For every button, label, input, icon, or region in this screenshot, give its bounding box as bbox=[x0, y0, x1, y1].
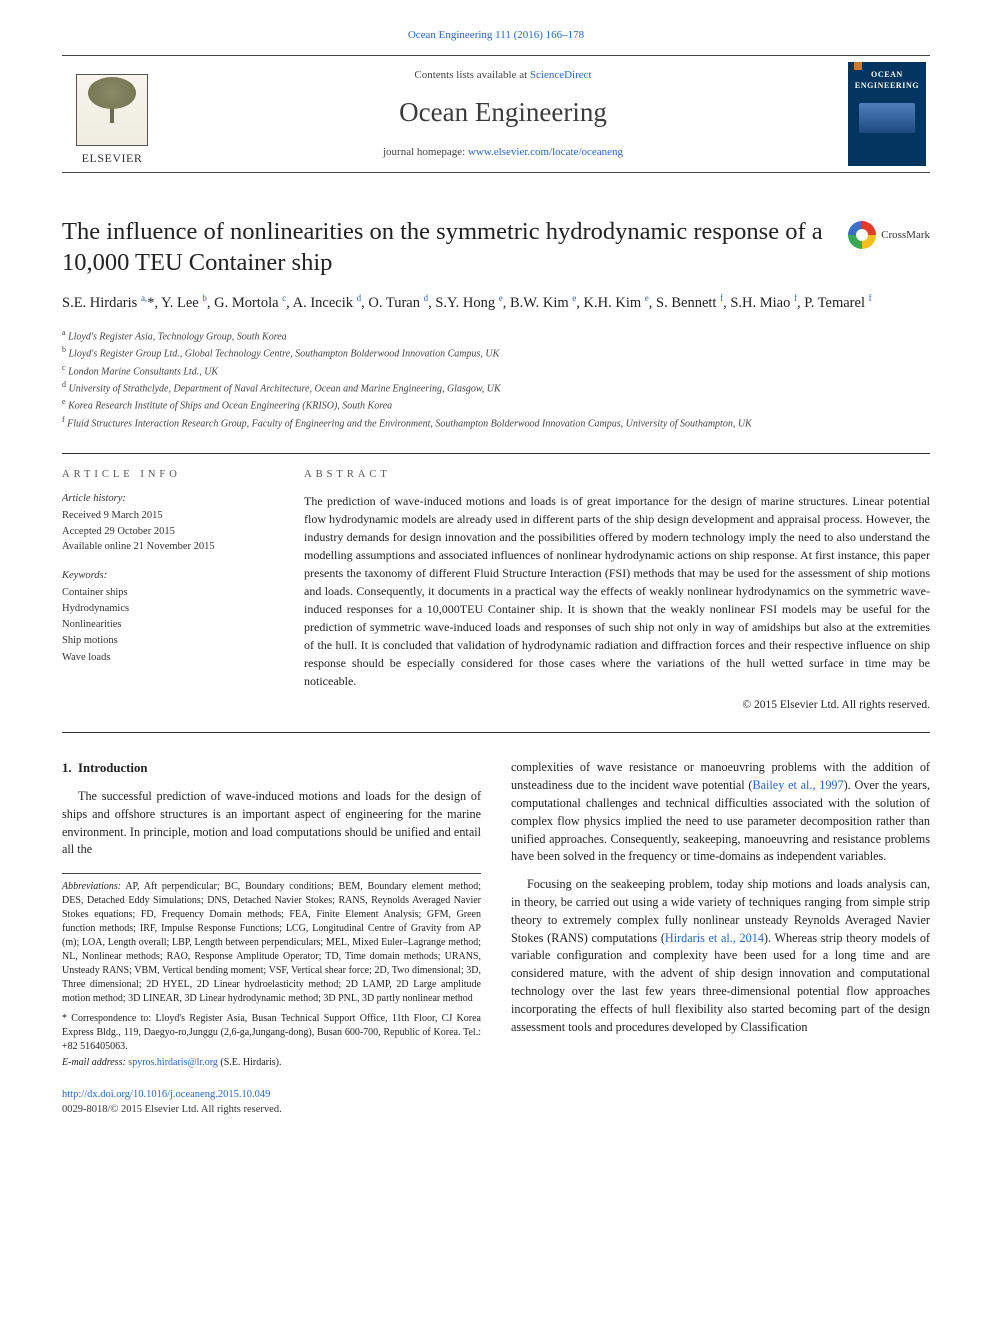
abstract-column: abstract The prediction of wave-induced … bbox=[304, 468, 930, 714]
doi-block: http://dx.doi.org/10.1016/j.oceaneng.201… bbox=[62, 1088, 930, 1117]
email-suffix: (S.E. Hirdaris). bbox=[218, 1057, 282, 1068]
meta-row: article info Article history: Received 9… bbox=[62, 468, 930, 714]
history-body: Received 9 March 2015Accepted 29 October… bbox=[62, 508, 268, 555]
history-line: Accepted 29 October 2015 bbox=[62, 524, 268, 540]
email-line: E-mail address: spyros.hirdaris@lr.org (… bbox=[62, 1056, 481, 1070]
email-label: E-mail address: bbox=[62, 1057, 128, 1068]
section-heading: 1. Introduction bbox=[62, 759, 481, 778]
abstract-copyright: © 2015 Elsevier Ltd. All rights reserved… bbox=[304, 698, 930, 714]
paragraph: complexities of wave resistance or manoe… bbox=[511, 759, 930, 866]
publisher-name: ELSEVIER bbox=[82, 150, 143, 167]
citation-link[interactable]: Bailey et al., 1997 bbox=[753, 778, 844, 792]
title-row: The influence of nonlinearities on the s… bbox=[62, 217, 930, 278]
article-info-column: article info Article history: Received 9… bbox=[62, 468, 268, 714]
elsevier-tree-icon bbox=[76, 74, 148, 146]
affiliation-line: a Lloyd's Register Asia, Technology Grou… bbox=[62, 327, 930, 344]
abstract-text: The prediction of wave-induced motions a… bbox=[304, 492, 930, 690]
keyword: Hydrodynamics bbox=[62, 601, 268, 617]
homepage-link[interactable]: www.elsevier.com/locate/oceaneng bbox=[468, 146, 623, 158]
article-info-label: article info bbox=[62, 468, 268, 482]
paragraph: The successful prediction of wave-induce… bbox=[62, 788, 481, 859]
affiliation-line: d University of Strathclyde, Department … bbox=[62, 379, 930, 396]
para-text: ). Whereas strip theory models of variab… bbox=[511, 931, 930, 1034]
body-columns: 1. Introduction The successful predictio… bbox=[62, 759, 930, 1070]
author-list: S.E. Hirdaris a,*, Y. Lee b, G. Mortola … bbox=[62, 292, 930, 315]
sciencedirect-link[interactable]: ScienceDirect bbox=[530, 69, 592, 81]
citation-link[interactable]: Hirdaris et al., 2014 bbox=[665, 931, 764, 945]
journal-header: ELSEVIER Contents lists available at Sci… bbox=[62, 55, 930, 173]
affiliations: a Lloyd's Register Asia, Technology Grou… bbox=[62, 327, 930, 431]
history-line: Available online 21 November 2015 bbox=[62, 539, 268, 555]
keyword: Nonlinearities bbox=[62, 617, 268, 633]
section-rule bbox=[62, 732, 930, 733]
abbr-label: Abbreviations: bbox=[62, 881, 121, 892]
history-label: Article history: bbox=[62, 492, 268, 506]
crossmark-icon bbox=[848, 221, 876, 249]
abbreviations: Abbreviations: AP, Aft perpendicular; BC… bbox=[62, 880, 481, 1006]
email-link[interactable]: spyros.hirdaris@lr.org bbox=[128, 1057, 218, 1068]
homepage-line: journal homepage: www.elsevier.com/locat… bbox=[170, 145, 836, 160]
contents-line: Contents lists available at ScienceDirec… bbox=[170, 68, 836, 83]
crossmark-label: CrossMark bbox=[881, 228, 930, 243]
journal-name: Ocean Engineering bbox=[170, 94, 836, 131]
keywords-label: Keywords: bbox=[62, 569, 268, 583]
section-title: Introduction bbox=[78, 761, 147, 775]
header-center: Contents lists available at ScienceDirec… bbox=[158, 68, 848, 160]
cover-title: OCEAN ENGINEERING bbox=[853, 69, 921, 91]
abbr-text: AP, Aft perpendicular; BC, Boundary cond… bbox=[62, 881, 481, 1004]
abstract-label: abstract bbox=[304, 468, 930, 482]
journal-cover-thumb: OCEAN ENGINEERING bbox=[848, 62, 926, 166]
paragraph: Focusing on the seakeeping problem, toda… bbox=[511, 876, 930, 1036]
issn-line: 0029-8018/© 2015 Elsevier Ltd. All right… bbox=[62, 1104, 282, 1115]
keyword: Ship motions bbox=[62, 633, 268, 649]
keyword: Container ships bbox=[62, 585, 268, 601]
doi-link[interactable]: http://dx.doi.org/10.1016/j.oceaneng.201… bbox=[62, 1089, 270, 1100]
section-rule bbox=[62, 453, 930, 454]
crossmark-badge[interactable]: CrossMark bbox=[848, 221, 930, 249]
cover-accent-icon bbox=[854, 62, 862, 70]
keyword: Wave loads bbox=[62, 650, 268, 666]
corr-label: * Correspondence to: bbox=[62, 1013, 151, 1024]
correspondence: * Correspondence to: Lloyd's Register As… bbox=[62, 1012, 481, 1054]
publisher-logo: ELSEVIER bbox=[66, 62, 158, 166]
homepage-prefix: journal homepage: bbox=[383, 146, 468, 158]
footnote-block: Abbreviations: AP, Aft perpendicular; BC… bbox=[62, 873, 481, 1070]
affiliation-line: f Fluid Structures Interaction Research … bbox=[62, 414, 930, 431]
cover-image-icon bbox=[859, 103, 915, 133]
section-number: 1. bbox=[62, 761, 72, 775]
affiliation-line: c London Marine Consultants Ltd., UK bbox=[62, 362, 930, 379]
affiliation-line: e Korea Research Institute of Ships and … bbox=[62, 396, 930, 413]
keywords-body: Container shipsHydrodynamicsNonlineariti… bbox=[62, 585, 268, 666]
history-line: Received 9 March 2015 bbox=[62, 508, 268, 524]
journal-reference: Ocean Engineering 111 (2016) 166–178 bbox=[62, 28, 930, 43]
article-title: The influence of nonlinearities on the s… bbox=[62, 217, 848, 278]
contents-prefix: Contents lists available at bbox=[414, 69, 529, 81]
affiliation-line: b Lloyd's Register Group Ltd., Global Te… bbox=[62, 344, 930, 361]
